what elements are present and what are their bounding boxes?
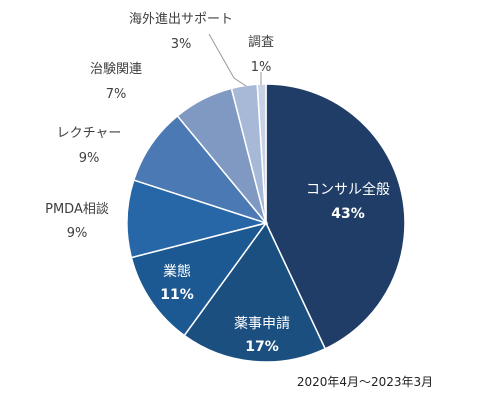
slice-category-label: 調査: [248, 35, 274, 50]
slice-category-label: 海外進出サポート: [129, 12, 233, 27]
slice-category-label: 治験関連: [90, 62, 142, 77]
pie-slices: [126, 83, 406, 363]
slice-percent-label: 3%: [171, 37, 192, 52]
slice-percent-label: 43%: [331, 206, 365, 222]
pie-slice: [126, 179, 269, 259]
slice-percent-label: 17%: [245, 339, 279, 355]
pie-slice: [183, 221, 327, 363]
slice-percent-label: 7%: [106, 87, 127, 102]
pie-slice: [265, 83, 406, 350]
pie-slice: [132, 114, 269, 225]
slice-percent-label: 9%: [67, 226, 88, 241]
pie-slice: [256, 83, 267, 224]
slice-percent-label: 1%: [251, 60, 272, 75]
period-note: 2020年4月～2023年3月: [297, 375, 433, 389]
slice-percent-label: 9%: [79, 151, 100, 166]
slice-category-label: コンサル全般: [306, 181, 390, 198]
leader-lines: [208, 33, 262, 87]
slice-category-label: レクチャー: [57, 126, 122, 141]
slice-labels: コンサル全般 43% 薬事申請 17% 業態 11% PMDA相談 9% レクチャー 9% 治験関連…: [45, 12, 390, 355]
slice-percent-label: 11%: [160, 287, 194, 303]
slice-category-label: 薬事申請: [234, 316, 290, 332]
pie-slice: [130, 221, 268, 337]
leader-line: [208, 33, 247, 87]
slice-category-label: PMDA相談: [45, 201, 109, 217]
slice-category-label: 業態: [163, 264, 191, 280]
